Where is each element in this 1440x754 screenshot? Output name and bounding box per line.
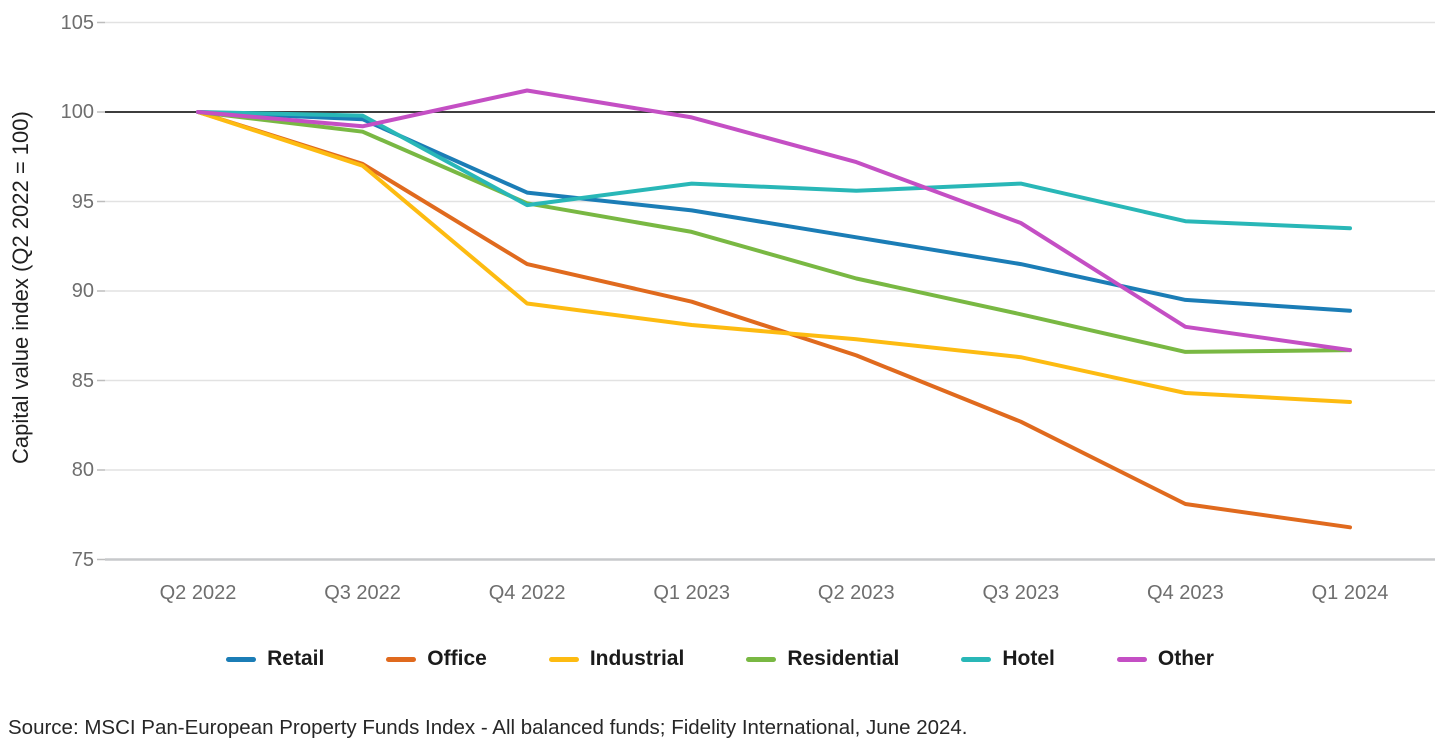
line-series-hotel (196, 110, 1352, 231)
legend-swatch-other (1116, 656, 1147, 662)
legend-label-hotel: Hotel (1002, 647, 1055, 670)
line-series-industrial (196, 110, 1352, 404)
y-tick-label-75: 75 (71, 548, 94, 571)
y-tick-label-100: 100 (60, 101, 94, 123)
legend-swatch-office (386, 656, 417, 662)
legend-item-other: Other (1116, 647, 1214, 671)
x-tick-label-q4-2023: Q4 2023 (1147, 582, 1224, 604)
line-chart-plot-area (97, 21, 1435, 561)
x-tick-label-q3-2022: Q3 2022 (324, 582, 401, 604)
legend-item-industrial: Industrial (548, 647, 685, 671)
y-tick-label-85: 85 (71, 369, 94, 392)
legend-swatch-retail (226, 656, 257, 662)
line-series-residential (196, 110, 1352, 354)
y-tick-label-90: 90 (71, 280, 94, 302)
y-tick-label-80: 80 (71, 459, 94, 481)
line-series-other (196, 88, 1352, 353)
legend-item-residential: Residential (746, 647, 899, 671)
legend-label-office: Office (427, 647, 487, 670)
x-tick-label-q1-2024: Q1 2024 (1311, 582, 1389, 604)
legend-item-hotel: Hotel (961, 647, 1055, 671)
y-tick-label-95: 95 (71, 190, 94, 213)
chart-legend: Retail Office Industrial Residential Hotel Ot… (0, 644, 1440, 674)
x-tick-label-q2-2022: Q2 2022 (159, 582, 237, 604)
legend-item-retail: Retail (226, 647, 324, 671)
x-tick-label-q2-2023: Q2 2023 (817, 582, 895, 604)
legend-swatch-residential (746, 656, 777, 662)
x-tick-label-q4-2022: Q4 2022 (488, 582, 566, 604)
legend-label-residential: Residential (787, 647, 900, 670)
x-tick-label-q1-2023: Q1 2023 (653, 582, 731, 604)
legend-label-industrial: Industrial (589, 647, 685, 670)
legend-swatch-industrial (548, 656, 579, 662)
legend-label-other: Other (1157, 647, 1214, 670)
line-series-office (196, 110, 1352, 530)
y-tick-label-105: 105 (60, 11, 94, 34)
x-tick-label-q3-2023: Q3 2023 (982, 582, 1060, 604)
legend-label-retail: Retail (267, 647, 325, 670)
legend-swatch-hotel (961, 656, 992, 662)
source-note: Source: MSCI Pan-European Property Funds… (8, 716, 968, 739)
legend-item-office: Office (386, 647, 487, 671)
